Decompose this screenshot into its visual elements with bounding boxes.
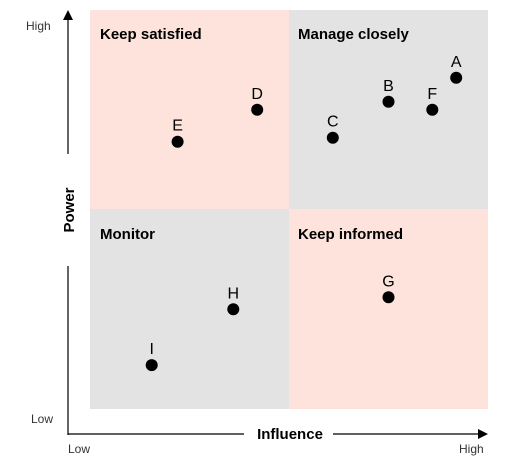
quadrant-keep-informed <box>289 209 488 409</box>
point-label-e: E <box>172 118 183 135</box>
y-axis-low-label: Low <box>31 412 53 426</box>
quadrant-title-monitor: Monitor <box>100 226 155 243</box>
point-c <box>326 131 339 144</box>
quadrant-title-keep-informed: Keep informed <box>298 226 403 243</box>
point-label-a: A <box>451 54 462 71</box>
point-f <box>426 103 439 116</box>
quadrant-monitor <box>90 209 289 409</box>
point-label-d: D <box>251 86 263 103</box>
x-axis-low-label: Low <box>68 442 90 456</box>
quadrant-title-keep-satisfied: Keep satisfied <box>100 26 202 43</box>
point-label-i: I <box>149 341 153 358</box>
y-axis-title: Power <box>61 187 78 232</box>
point-i <box>145 359 158 372</box>
x-axis-title: Influence <box>257 426 323 443</box>
point-h <box>227 303 240 316</box>
point-g <box>382 291 395 304</box>
quadrant-title-manage-closely: Manage closely <box>298 26 410 43</box>
point-label-c: C <box>327 114 339 131</box>
x-axis-high-label: High <box>459 442 484 456</box>
point-d <box>251 103 264 116</box>
point-e <box>171 135 184 148</box>
point-label-h: H <box>228 285 240 302</box>
point-b <box>382 95 395 108</box>
point-label-g: G <box>382 273 394 290</box>
point-label-b: B <box>383 78 394 95</box>
quadrant-manage-closely <box>289 10 488 209</box>
stakeholder-points: A B C D E F G H I <box>145 54 463 372</box>
point-a <box>450 71 463 84</box>
y-axis-high-label: High <box>26 19 51 33</box>
point-label-f: F <box>427 86 437 103</box>
